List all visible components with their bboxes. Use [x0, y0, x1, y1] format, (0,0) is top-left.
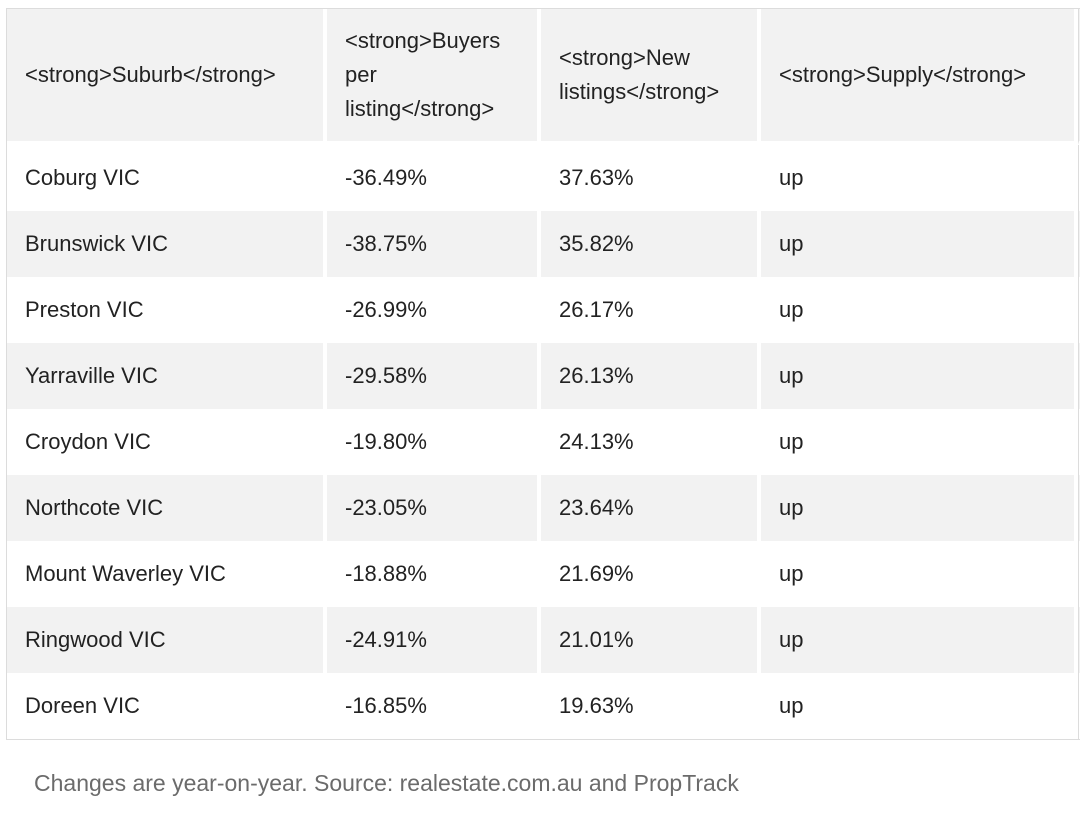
cell-buyers-per-listing: -24.91%: [327, 607, 541, 673]
cell-supply: up: [761, 607, 1078, 673]
row-overflow-cell: [1078, 211, 1080, 277]
header-buyers-per-listing: <strong>Buyers per listing</strong>: [327, 9, 541, 145]
table-row: Ringwood VIC -24.91% 21.01% up: [7, 607, 1080, 673]
cell-supply: up: [761, 541, 1078, 607]
cell-supply: up: [761, 277, 1078, 343]
row-overflow-cell: [1078, 343, 1080, 409]
table-row: Coburg VIC -36.49% 37.63% up: [7, 145, 1080, 211]
table-row: Yarraville VIC -29.58% 26.13% up: [7, 343, 1080, 409]
table-body: Coburg VIC -36.49% 37.63% up Brunswick VIC -3…: [7, 145, 1080, 739]
table-row: Northcote VIC -23.05% 23.64% up: [7, 475, 1080, 541]
cell-new-listings: 35.82%: [541, 211, 761, 277]
cell-new-listings: 37.63%: [541, 145, 761, 211]
cell-supply: up: [761, 409, 1078, 475]
header-new-listings: <strong>New listings</strong>: [541, 9, 761, 145]
row-overflow-cell: [1078, 541, 1080, 607]
header-supply: <strong>Supply</strong>: [761, 9, 1078, 145]
cell-suburb: Ringwood VIC: [7, 607, 327, 673]
cell-suburb: Mount Waverley VIC: [7, 541, 327, 607]
cell-buyers-per-listing: -23.05%: [327, 475, 541, 541]
cell-buyers-per-listing: -36.49%: [327, 145, 541, 211]
header-overflow-column: [1078, 9, 1080, 145]
cell-supply: up: [761, 475, 1078, 541]
cell-buyers-per-listing: -18.88%: [327, 541, 541, 607]
row-overflow-cell: [1078, 409, 1080, 475]
header-suburb: <strong>Suburb</strong>: [7, 9, 327, 145]
cell-buyers-per-listing: -26.99%: [327, 277, 541, 343]
cell-new-listings: 26.17%: [541, 277, 761, 343]
cell-suburb: Croydon VIC: [7, 409, 327, 475]
row-overflow-cell: [1078, 475, 1080, 541]
table-row: Doreen VIC -16.85% 19.63% up: [7, 673, 1080, 739]
row-overflow-cell: [1078, 673, 1080, 739]
cell-buyers-per-listing: -38.75%: [327, 211, 541, 277]
table-header: <strong>Suburb</strong> <strong>Buyers p…: [7, 9, 1080, 145]
row-overflow-cell: [1078, 607, 1080, 673]
cell-suburb: Brunswick VIC: [7, 211, 327, 277]
cell-supply: up: [761, 673, 1078, 739]
cell-buyers-per-listing: -29.58%: [327, 343, 541, 409]
table-row: Croydon VIC -19.80% 24.13% up: [7, 409, 1080, 475]
cell-new-listings: 24.13%: [541, 409, 761, 475]
row-overflow-cell: [1078, 145, 1080, 211]
cell-new-listings: 21.69%: [541, 541, 761, 607]
cell-suburb: Preston VIC: [7, 277, 327, 343]
cell-suburb: Yarraville VIC: [7, 343, 327, 409]
table-row: Preston VIC -26.99% 26.17% up: [7, 277, 1080, 343]
row-overflow-cell: [1078, 277, 1080, 343]
cell-suburb: Doreen VIC: [7, 673, 327, 739]
table-row: Brunswick VIC -38.75% 35.82% up: [7, 211, 1080, 277]
cell-new-listings: 26.13%: [541, 343, 761, 409]
suburb-table-container: <strong>Suburb</strong> <strong>Buyers p…: [6, 8, 1080, 740]
cell-new-listings: 21.01%: [541, 607, 761, 673]
suburb-supply-table: <strong>Suburb</strong> <strong>Buyers p…: [7, 9, 1080, 739]
cell-supply: up: [761, 145, 1078, 211]
cell-buyers-per-listing: -19.80%: [327, 409, 541, 475]
cell-suburb: Northcote VIC: [7, 475, 327, 541]
cell-supply: up: [761, 343, 1078, 409]
cell-new-listings: 19.63%: [541, 673, 761, 739]
cell-buyers-per-listing: -16.85%: [327, 673, 541, 739]
header-row: <strong>Suburb</strong> <strong>Buyers p…: [7, 9, 1080, 145]
table-caption: Changes are year-on-year. Source: reales…: [34, 770, 739, 796]
cell-new-listings: 23.64%: [541, 475, 761, 541]
table-row: Mount Waverley VIC -18.88% 21.69% up: [7, 541, 1080, 607]
cell-supply: up: [761, 211, 1078, 277]
cell-suburb: Coburg VIC: [7, 145, 327, 211]
